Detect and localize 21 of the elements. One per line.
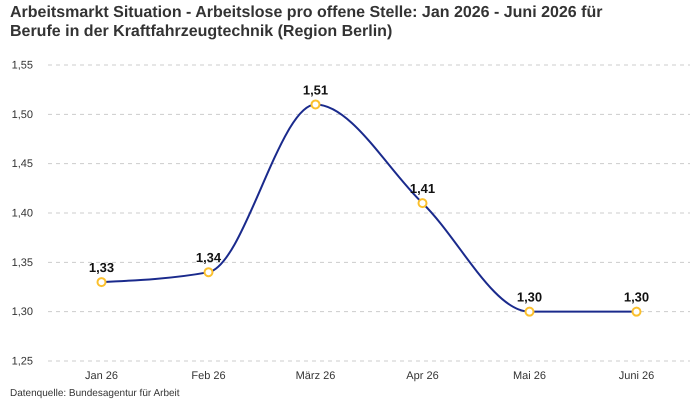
y-tick-label: 1,40: [12, 208, 33, 220]
text: Datenquelle: Bundesagentur für Arbeit: [10, 388, 180, 399]
y-tick-label: 1,35: [12, 256, 33, 269]
y-tick-label: 1,25: [12, 356, 33, 368]
data-label: 1,30: [624, 290, 650, 305]
y-tick-label: 1,55: [12, 60, 33, 72]
x-tick-label: Juni 26: [618, 370, 654, 382]
x-tick-label: Mai 26: [512, 370, 546, 382]
x-tick-label: Feb 26: [191, 370, 226, 382]
y-tick-label: 1,30: [12, 306, 33, 318]
x-tick-label: März 26: [296, 370, 336, 382]
data-label: 1,41: [410, 181, 436, 196]
data-label: 1,30: [516, 290, 542, 305]
data-label: 1,33: [88, 260, 114, 276]
chart-title: Arbeitsmarkt Situation - Arbeitslose pro offene Stelle: Jan 2026 - Juni 2026 für Berufe in der Kraftfahrzeugtechnik (Region Berlin): [10, 4, 602, 40]
y-tick-label: 1,45: [12, 158, 33, 170]
data-label: 1,34: [196, 250, 222, 266]
data-label: 1,51: [302, 82, 328, 98]
y-tick-label: 1,50: [12, 108, 33, 121]
x-tick-label: Jan 26: [84, 370, 118, 382]
x-tick-label: Apr 26: [406, 370, 439, 382]
